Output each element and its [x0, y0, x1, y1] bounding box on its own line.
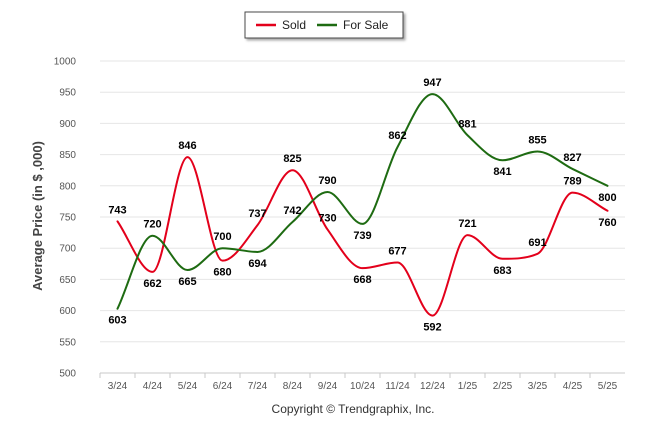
data-label-sold: 760 [598, 217, 616, 229]
data-label-for-sale: 841 [493, 166, 511, 178]
data-label-for-sale: 720 [143, 219, 161, 231]
y-tick-label: 750 [59, 213, 76, 224]
series-line-for-sale [116, 93, 609, 310]
data-label-sold: 743 [108, 204, 126, 216]
y-tick-label: 800 [59, 181, 76, 192]
y-tick-label: 900 [59, 119, 76, 130]
x-axis-ticks: 3/24 4/24 5/24 6/24 7/24 8/24 9/24 10/24 11/24 12… [99, 373, 618, 392]
data-label-for-sale: 862 [388, 130, 406, 142]
data-label-sold: 789 [563, 176, 581, 188]
y-tick-label: 600 [59, 306, 76, 317]
legend-label-sold: Sold [282, 18, 306, 32]
data-label-sold: 677 [388, 246, 406, 258]
x-tick-label: 4/24 [143, 381, 163, 392]
y-tick-label: 550 [59, 337, 76, 348]
data-label-sold: 721 [458, 218, 476, 230]
data-label-for-sale: 827 [563, 152, 581, 164]
x-tick-label: 7/24 [248, 381, 268, 392]
y-tick-label: 500 [59, 369, 76, 380]
data-label-sold: 737 [248, 208, 266, 220]
x-tick-label: 2/25 [493, 381, 513, 392]
data-label-sold: 691 [528, 237, 546, 249]
data-label-for-sale: 694 [248, 258, 267, 270]
x-tick-label: 6/24 [213, 381, 233, 392]
series-line-sold [116, 156, 609, 317]
data-label-for-sale: 700 [213, 231, 231, 243]
data-label-for-sale: 881 [458, 118, 476, 130]
x-tick-label: 3/24 [108, 381, 128, 392]
series-lines [116, 93, 609, 317]
data-label-sold: 683 [493, 265, 511, 277]
legend: Sold For Sale [244, 11, 404, 39]
x-tick-label: 12/24 [420, 381, 445, 392]
y-tick-label: 650 [59, 275, 76, 286]
data-label-sold: 680 [213, 267, 231, 279]
data-label-for-sale: 739 [353, 230, 371, 242]
x-tick-label: 5/24 [178, 381, 198, 392]
grid [100, 60, 625, 374]
data-label-sold: 846 [178, 140, 196, 152]
x-tick-label: 9/24 [318, 381, 338, 392]
data-label-for-sale: 742 [283, 205, 301, 217]
x-tick-label: 11/24 [385, 381, 410, 392]
y-axis-title: Average Price (in $ ,000) [30, 141, 45, 291]
data-label-for-sale: 665 [178, 276, 196, 288]
x-tick-label: 4/25 [563, 381, 583, 392]
y-tick-label: 1000 [54, 57, 77, 68]
data-label-for-sale: 947 [423, 77, 441, 89]
x-tick-label: 8/24 [283, 381, 303, 392]
copyright-text: Copyright © Trendgraphix, Inc. [272, 402, 435, 416]
data-label-sold: 662 [143, 278, 161, 290]
y-tick-label: 850 [59, 150, 76, 161]
y-tick-label: 700 [59, 244, 76, 255]
x-tick-label: 10/24 [350, 381, 375, 392]
data-labels: 743 662 846 680 737 825 730 668 677 592 721 683 691 7… [108, 77, 616, 334]
data-label-for-sale: 855 [528, 134, 546, 146]
data-label-for-sale: 603 [108, 315, 126, 327]
legend-label-for-sale: For Sale [343, 18, 389, 32]
x-tick-label: 3/25 [528, 381, 548, 392]
data-label-sold: 592 [423, 322, 441, 334]
data-label-for-sale: 790 [318, 175, 336, 187]
data-label-sold: 730 [318, 212, 336, 224]
data-label-sold: 825 [283, 153, 301, 165]
x-tick-label: 1/25 [458, 381, 478, 392]
data-label-sold: 668 [353, 274, 371, 286]
data-label-for-sale: 800 [598, 192, 616, 204]
y-tick-label: 950 [59, 88, 76, 99]
y-axis-ticks: 500 550 600 650 700 750 800 850 900 950 1000 [54, 57, 77, 380]
x-tick-label: 5/25 [598, 381, 618, 392]
